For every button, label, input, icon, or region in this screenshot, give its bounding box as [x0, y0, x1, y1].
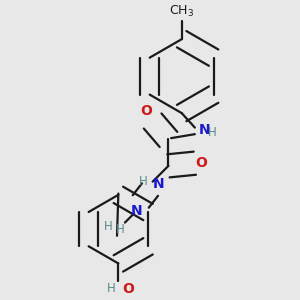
- Text: O: O: [140, 104, 152, 118]
- Text: N: N: [199, 123, 210, 137]
- Text: H: H: [107, 282, 116, 295]
- Text: N: N: [153, 177, 164, 191]
- Text: H: H: [139, 175, 148, 188]
- Text: H: H: [208, 126, 216, 140]
- Text: O: O: [196, 156, 207, 170]
- Text: CH$_3$: CH$_3$: [169, 4, 194, 20]
- Text: H: H: [116, 223, 125, 236]
- Text: H: H: [104, 220, 113, 233]
- Text: N: N: [131, 204, 142, 218]
- Text: O: O: [122, 282, 134, 296]
